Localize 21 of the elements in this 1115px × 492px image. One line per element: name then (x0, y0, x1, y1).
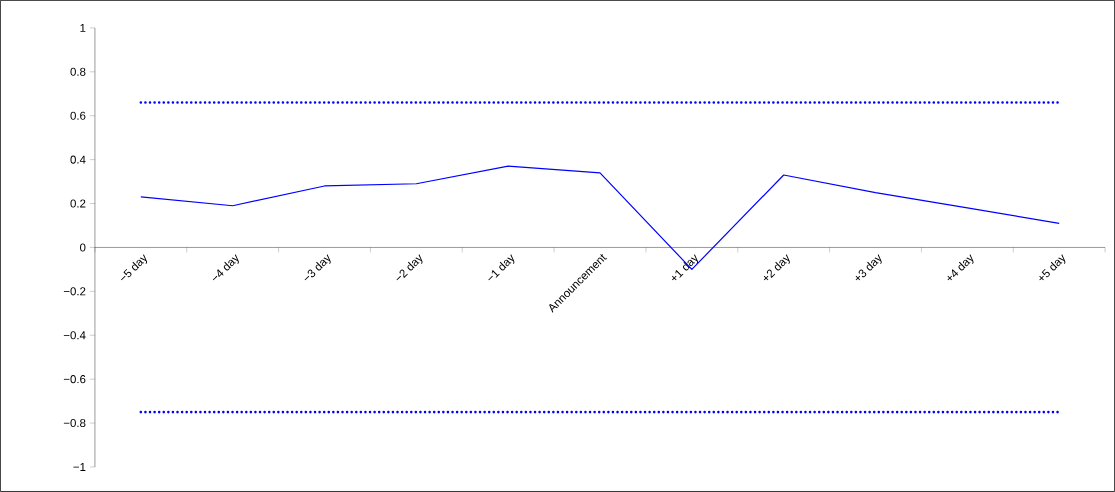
x-tick-label: −3 day (304, 254, 331, 281)
x-tick-label: +4 day (947, 254, 974, 281)
x-tick-label: −4 day (212, 254, 239, 281)
x-tick-label: +1 day (671, 254, 699, 281)
y-tick-label: 0.6 (70, 111, 86, 120)
x-tick-label: −5 day (120, 254, 148, 281)
x-tick-label: −2 day (396, 254, 423, 281)
y-tick-label: 0.4 (70, 155, 86, 164)
y-tick-label: 0 (80, 243, 86, 252)
y-tick-label: 1 (80, 24, 86, 32)
y-tick-label: −0.8 (63, 419, 86, 428)
x-tick-label: +2 day (763, 254, 790, 281)
y-tick-label: −0.4 (63, 331, 86, 340)
y-tick-label: −1 (73, 463, 86, 471)
x-tick-label: −1 day (488, 254, 515, 281)
x-tick-label: +5 day (1039, 254, 1066, 281)
y-tick-label: 0.2 (70, 199, 86, 208)
y-tick-label: 0.8 (70, 67, 86, 76)
x-tick-label: +3 day (855, 254, 882, 281)
y-tick-label: −0.2 (63, 287, 86, 296)
y-tick-label: −0.6 (63, 375, 86, 384)
